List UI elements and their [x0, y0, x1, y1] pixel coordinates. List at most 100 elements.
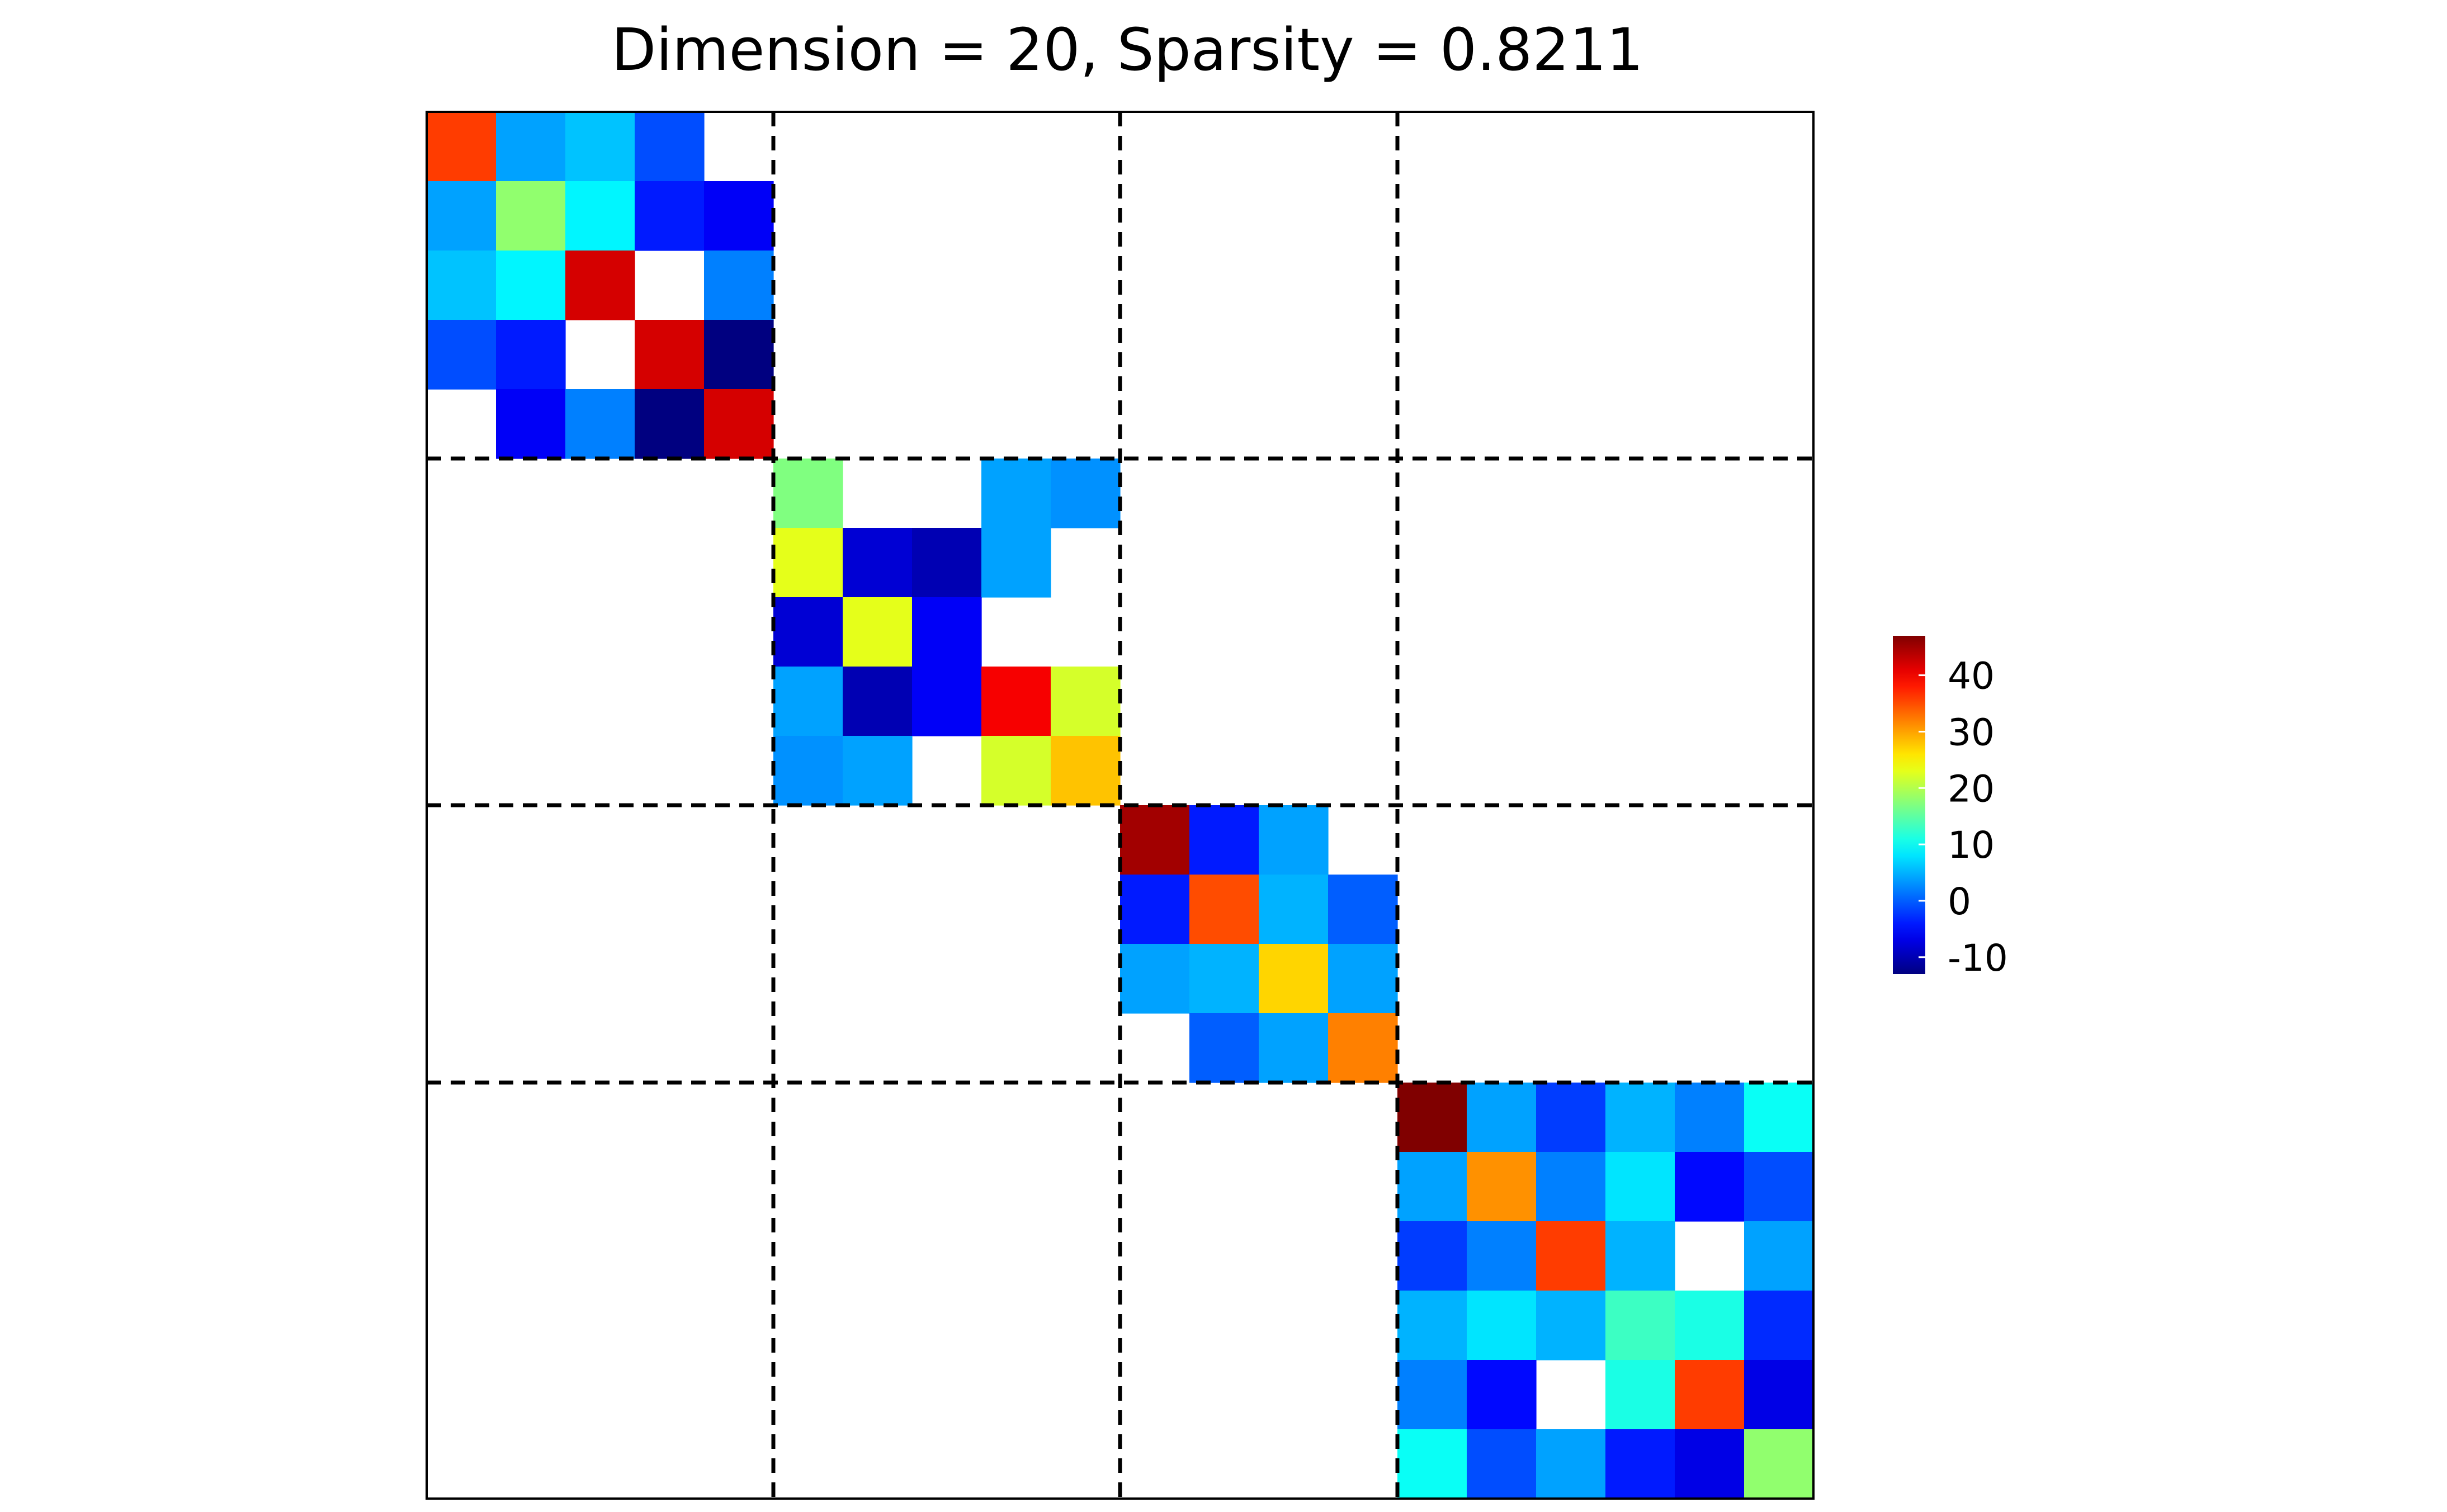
heatmap-cell	[1397, 1221, 1467, 1291]
heatmap-cell	[843, 528, 913, 598]
heatmap-cell	[496, 181, 566, 251]
heatmap-cell	[1259, 875, 1329, 944]
heatmap-cell	[635, 181, 705, 251]
heatmap-cell	[773, 459, 843, 528]
chart-title: Dimension = 20, Sparsity = 0.8211	[611, 16, 1643, 84]
heatmap-cell	[1675, 1152, 1745, 1222]
heatmap-cell	[912, 597, 982, 667]
heatmap-cell	[1536, 1083, 1606, 1152]
heatmap-cell	[704, 389, 774, 459]
heatmap-cell	[635, 389, 705, 459]
heatmap-cell	[1051, 459, 1121, 528]
colorbar-tick-label: 30	[1948, 711, 1995, 754]
heatmap-cell	[1744, 1083, 1814, 1152]
heatmap-cell	[1605, 1291, 1675, 1360]
heatmap-cell	[1675, 1291, 1745, 1360]
heatmap-cell	[704, 320, 774, 390]
colorbar-ticks: -10 0 10 20 30 40	[1919, 655, 2008, 980]
heatmap-cell	[1120, 805, 1190, 875]
heatmap-cell	[1536, 1291, 1606, 1360]
heatmap-cell	[773, 736, 843, 806]
heatmap-cell	[1744, 1221, 1814, 1291]
heatmap-cell	[1744, 1429, 1814, 1499]
heatmap-cell	[1536, 1152, 1606, 1222]
heatmap-cell	[1397, 1083, 1467, 1152]
heatmap-cell	[565, 181, 635, 251]
heatmap-cell	[427, 320, 497, 390]
heatmap-cell	[1744, 1291, 1814, 1360]
heatmap-cell	[1467, 1083, 1537, 1152]
heatmap-cell	[912, 667, 982, 736]
heatmap-cell	[635, 112, 705, 182]
heatmap-cell	[1259, 944, 1329, 1014]
heatmap-cell	[1675, 1429, 1745, 1499]
heatmap-cell	[1605, 1152, 1675, 1222]
heatmap-cell	[981, 528, 1051, 598]
heatmap-cell	[565, 389, 635, 459]
heatmap-cell	[1328, 875, 1398, 944]
heatmap-cell	[1605, 1221, 1675, 1291]
heatmap-cell	[1675, 1083, 1745, 1152]
heatmap-cell	[427, 251, 497, 320]
heatmap-cell	[1467, 1360, 1537, 1430]
heatmap-cell	[1536, 1221, 1606, 1291]
heatmap-cell	[496, 112, 566, 182]
heatmap-cell	[565, 112, 635, 182]
heatmap-cell	[1675, 1360, 1745, 1430]
heatmap-cell	[773, 528, 843, 598]
colorbar-tick-label: 0	[1948, 880, 1971, 923]
heatmap-cell	[1397, 1291, 1467, 1360]
colorbar-tick-label: -10	[1948, 937, 2008, 980]
heatmap-cell	[912, 528, 982, 598]
heatmap-cell	[1051, 736, 1121, 806]
heatmap-cell	[1467, 1429, 1537, 1499]
heatmap-cell	[981, 667, 1051, 736]
colorbar: -10 0 10 20 30 40	[1893, 636, 2008, 980]
heatmap-cell	[1605, 1083, 1675, 1152]
heatmap-cell	[1397, 1429, 1467, 1499]
heatmap-cell	[1605, 1429, 1675, 1499]
heatmap-cell	[1744, 1360, 1814, 1430]
heatmap-cell	[1536, 1429, 1606, 1499]
heatmap-cell	[1189, 805, 1259, 875]
heatmap-cell	[1328, 1013, 1398, 1083]
heatmap-cell	[427, 112, 497, 182]
heatmap-cell	[1120, 944, 1190, 1014]
heatmap-cell	[1397, 1360, 1467, 1430]
colorbar-gradient	[1893, 636, 1925, 974]
heatmap-cell	[1605, 1360, 1675, 1430]
heatmap-cell	[635, 320, 705, 390]
heatmap-cell	[1259, 805, 1329, 875]
heatmap-cell	[1051, 667, 1121, 736]
heatmap-cell	[1467, 1221, 1537, 1291]
heatmap-cell	[565, 251, 635, 320]
heatmap-cell	[1467, 1152, 1537, 1222]
heatmap-cell	[981, 736, 1051, 806]
heatmap-cell	[981, 459, 1051, 528]
heatmap-cell	[1120, 875, 1190, 944]
heatmap-cell	[1189, 944, 1259, 1014]
heatmap-cell	[843, 667, 913, 736]
heatmap-cell	[1467, 1291, 1537, 1360]
heatmap-cell	[704, 181, 774, 251]
heatmap-cell	[1259, 1013, 1329, 1083]
heatmap-cell	[1328, 944, 1398, 1014]
heatmap-cell	[1744, 1152, 1814, 1222]
colorbar-tick-label: 40	[1948, 655, 1995, 698]
heatmap-cell	[1189, 875, 1259, 944]
heatmap-cell	[496, 389, 566, 459]
heatmap-cell	[1397, 1152, 1467, 1222]
plot-frame	[426, 111, 1815, 1500]
heatmap-cell	[773, 597, 843, 667]
heatmap-cell	[704, 251, 774, 320]
heatmap-cell	[843, 597, 913, 667]
heatmap-cell	[496, 320, 566, 390]
colorbar-tick-label: 20	[1948, 767, 1995, 810]
block-boundary-lines	[427, 112, 1813, 1499]
colorbar-tick-label: 10	[1948, 824, 1995, 867]
heatmap-cell	[843, 736, 913, 806]
heatmap-cell	[1189, 1013, 1259, 1083]
heatmap-cell	[496, 251, 566, 320]
